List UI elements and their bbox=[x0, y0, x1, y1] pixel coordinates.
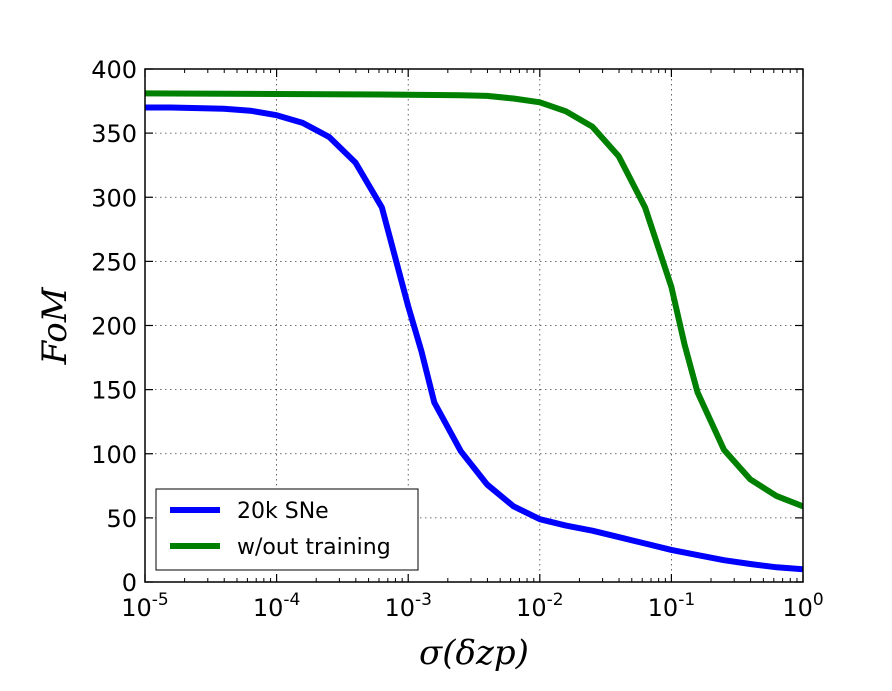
series-line-0 bbox=[145, 104, 803, 573]
x-tick-label: 10-1 bbox=[648, 590, 696, 622]
x-tick-label: 10-3 bbox=[384, 590, 432, 622]
x-axis-label: σ(δzp) bbox=[419, 633, 529, 673]
series-line-1 bbox=[145, 90, 803, 510]
y-tick-label: 150 bbox=[91, 377, 137, 405]
y-tick-label: 250 bbox=[91, 248, 137, 276]
axis-ticks bbox=[144, 68, 804, 583]
grid bbox=[145, 69, 803, 582]
x-tick-label: 10-4 bbox=[253, 590, 301, 622]
y-tick-label: 300 bbox=[91, 184, 137, 212]
y-axis-label: FoM bbox=[35, 286, 75, 365]
y-tick-label: 200 bbox=[91, 313, 137, 341]
tick-labels: 10-5 10-4 10-3 10-2 10-1 100 0 50 100 150 200 250 30… bbox=[91, 56, 824, 622]
y-tick-label: 350 bbox=[91, 120, 137, 148]
legend: 20k SNe w/out training bbox=[155, 488, 419, 571]
y-tick-label: 400 bbox=[91, 56, 137, 84]
legend-label-1: w/out training bbox=[237, 535, 391, 560]
x-tick-label: 100 bbox=[782, 590, 823, 622]
y-tick-label: 100 bbox=[91, 441, 137, 469]
series-lines bbox=[145, 90, 803, 573]
legend-box bbox=[155, 488, 419, 571]
x-tick-label: 10-5 bbox=[121, 590, 169, 622]
x-tick-label: 10-2 bbox=[516, 590, 564, 622]
y-tick-label: 0 bbox=[122, 569, 137, 597]
y-tick-label: 50 bbox=[106, 505, 137, 533]
legend-label-0: 20k SNe bbox=[237, 499, 329, 524]
